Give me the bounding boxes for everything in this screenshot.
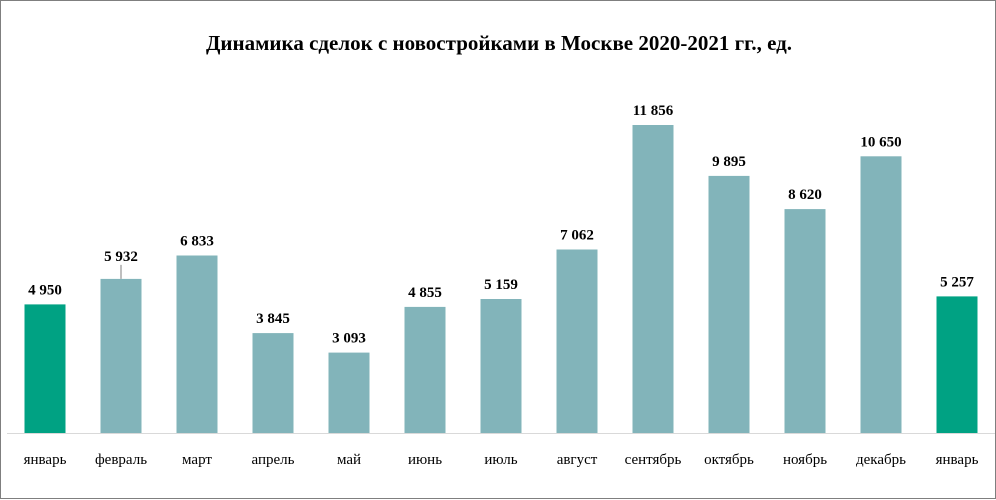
data-label-3: 3 845 [256, 311, 290, 327]
x-tick-label-6: июль [484, 452, 517, 468]
data-label-2: 6 833 [180, 234, 214, 250]
bar-9 [708, 175, 750, 433]
data-label-4: 3 093 [332, 331, 366, 347]
bar-4 [328, 352, 370, 433]
bar-1 [100, 278, 142, 433]
data-label-12: 5 257 [940, 274, 974, 290]
data-label-7: 7 062 [560, 228, 594, 244]
x-tick-label-1: февраль [95, 452, 147, 468]
x-tick-label-10: ноябрь [783, 452, 827, 468]
bar-0 [24, 304, 66, 433]
data-label-0: 4 950 [28, 282, 62, 298]
x-tick-label-7: август [557, 452, 598, 468]
bar-5 [404, 306, 446, 433]
data-label-8: 11 856 [633, 103, 674, 119]
data-label-11: 10 650 [860, 134, 901, 150]
x-tick-label-8: сентябрь [625, 452, 682, 468]
x-tick-label-0: январь [24, 452, 67, 468]
bar-6 [480, 299, 522, 433]
bar-10 [784, 209, 826, 433]
x-tick-label-5: июнь [408, 452, 442, 468]
chart-title: Динамика сделок с новостройками в Москве… [205, 31, 792, 55]
x-tick-label-2: март [182, 452, 212, 468]
data-label-5: 4 855 [408, 285, 442, 301]
data-label-6: 5 159 [484, 277, 518, 293]
bar-11 [860, 156, 902, 434]
bar-2 [176, 255, 218, 433]
bar-3 [252, 333, 294, 433]
x-tick-label-4: май [337, 452, 361, 468]
bar-8 [632, 125, 674, 433]
bar-7 [556, 249, 598, 433]
x-tick-label-9: октябрь [704, 452, 754, 468]
x-tick-label-3: апрель [252, 452, 295, 468]
data-label-10: 8 620 [788, 187, 822, 203]
x-tick-label-12: январь [936, 452, 979, 468]
bar-12 [936, 296, 978, 433]
data-label-1: 5 932 [104, 249, 138, 265]
x-tick-label-11: декабрь [856, 452, 906, 468]
data-label-9: 9 895 [712, 154, 746, 170]
